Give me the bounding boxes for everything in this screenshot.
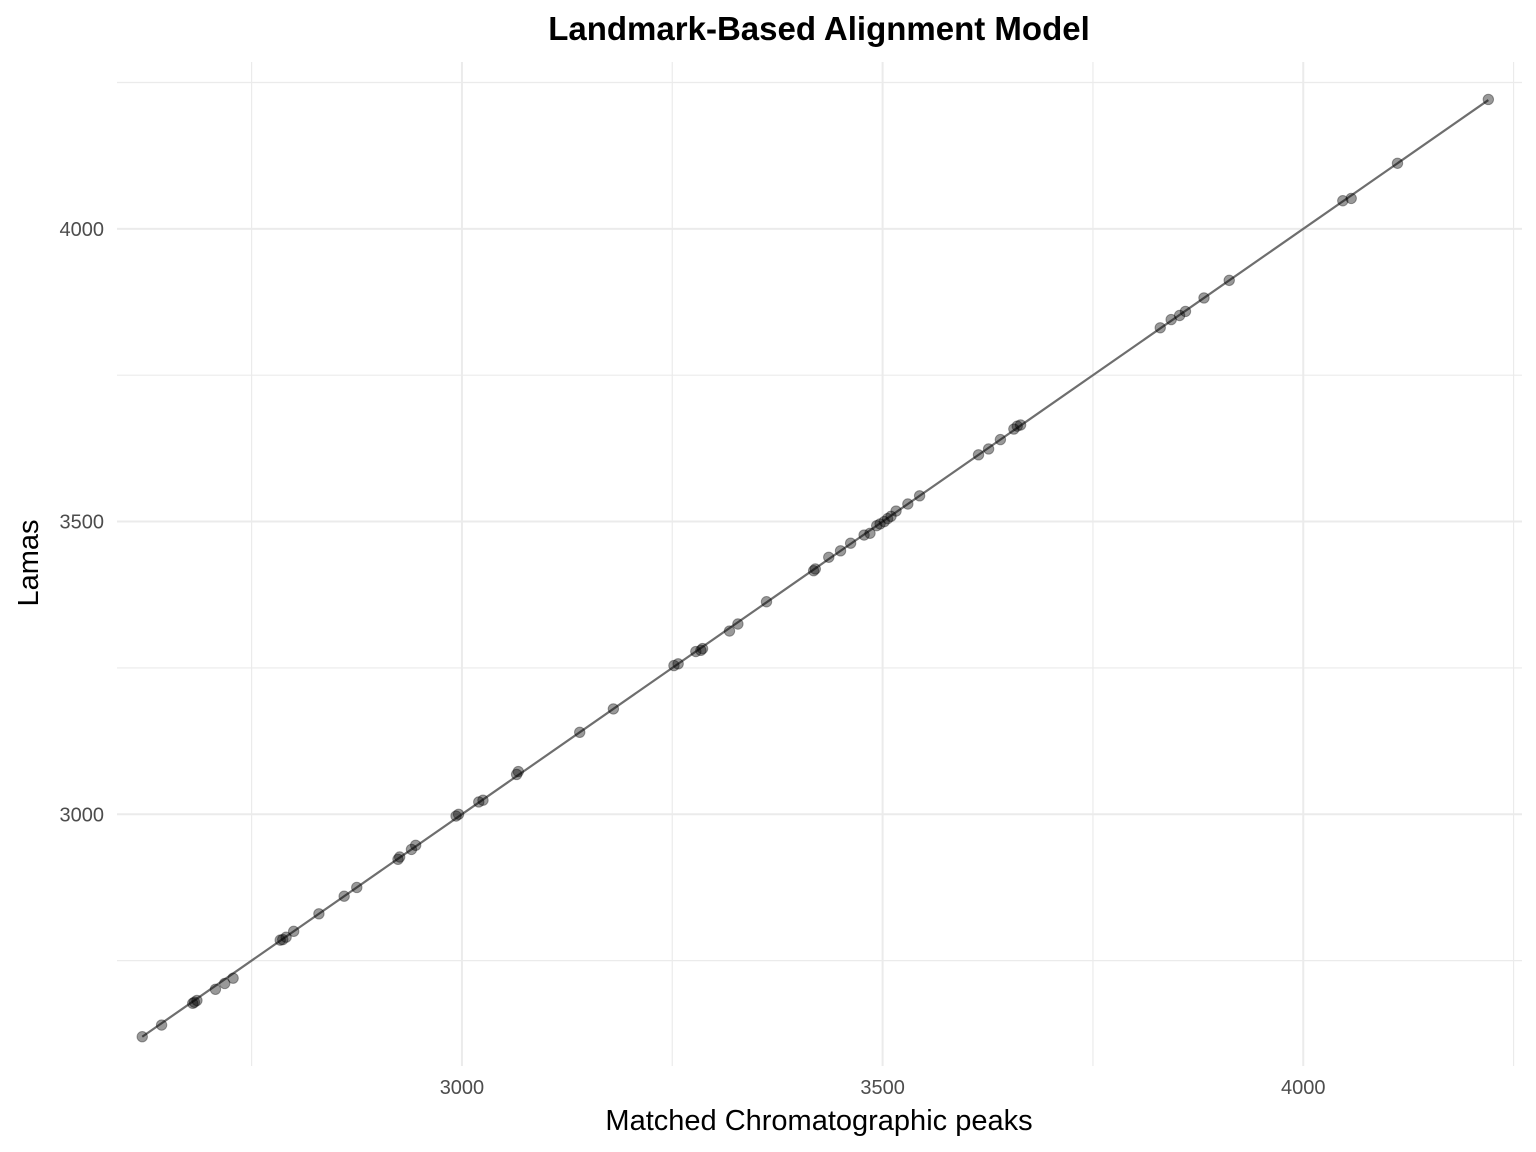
data-point <box>696 642 709 655</box>
data-point <box>191 994 203 1007</box>
data-point <box>187 997 199 1010</box>
data-point <box>218 977 231 990</box>
data-point <box>1482 93 1495 106</box>
data-point <box>878 515 890 528</box>
data-point <box>890 505 902 517</box>
y-tick-label: 3000 <box>60 804 105 826</box>
data-point <box>1223 274 1235 287</box>
data-point <box>450 810 462 822</box>
data-point <box>1008 423 1020 435</box>
data-point <box>913 490 926 502</box>
data-point <box>1173 309 1186 322</box>
data-point <box>136 1031 148 1043</box>
data-point <box>807 565 820 577</box>
data-point <box>982 443 995 455</box>
y-tick-label: 3500 <box>60 512 105 534</box>
data-point <box>844 537 857 549</box>
x-tick-label: 3500 <box>860 1077 905 1099</box>
data-point <box>1198 292 1210 304</box>
data-point <box>1337 195 1349 207</box>
data-point <box>274 934 286 946</box>
data-point <box>1014 419 1027 431</box>
data-point <box>188 996 201 1008</box>
data-point <box>1345 192 1357 205</box>
tick-labels: 3000 3500 4000 3000 3500 4000 <box>60 219 1326 1099</box>
data-point <box>871 519 883 532</box>
data-point <box>834 545 847 557</box>
x-tick-label: 3000 <box>440 1077 485 1099</box>
data-point <box>672 658 684 670</box>
data-point <box>452 808 465 820</box>
data-point <box>473 796 485 808</box>
data-point <box>313 908 325 920</box>
data-point <box>393 851 406 863</box>
data-point <box>512 765 525 778</box>
y-tick-label: 4000 <box>60 219 105 241</box>
chart-title: Landmark-Based Alignment Model <box>548 10 1090 47</box>
data-point <box>1391 157 1404 169</box>
data-point <box>1154 322 1166 334</box>
data-points <box>136 93 1495 1043</box>
data-point <box>155 1019 168 1031</box>
data-point <box>351 881 363 894</box>
data-point <box>607 703 620 715</box>
data-point <box>994 433 1007 446</box>
data-point <box>881 512 894 525</box>
data-point <box>690 645 702 658</box>
data-point <box>409 839 422 851</box>
data-point <box>1165 313 1177 326</box>
data-point <box>1011 420 1023 432</box>
data-point <box>510 768 523 781</box>
x-axis-title: Matched Chromatographic peaks <box>605 1105 1032 1137</box>
data-point <box>858 529 870 541</box>
data-point <box>477 794 489 806</box>
data-point <box>227 972 239 984</box>
data-point <box>732 618 744 630</box>
data-point <box>277 933 289 946</box>
data-point <box>885 510 897 522</box>
data-point <box>874 518 886 530</box>
data-point <box>723 625 736 637</box>
data-point <box>338 890 350 902</box>
data-point <box>405 843 418 856</box>
data-point <box>864 527 876 539</box>
data-point <box>1179 305 1192 318</box>
data-point <box>972 449 985 461</box>
data-point <box>209 983 222 996</box>
data-point <box>280 931 292 943</box>
data-point <box>902 498 914 510</box>
data-point <box>695 644 707 657</box>
x-tick-label: 4000 <box>1281 1077 1326 1099</box>
data-point <box>823 551 835 563</box>
data-point <box>574 726 586 739</box>
fit-line-layer <box>141 99 1489 1038</box>
data-point <box>668 659 680 672</box>
data-point <box>760 596 773 608</box>
data-point <box>809 563 821 575</box>
data-point <box>392 853 404 866</box>
data-point <box>287 925 300 938</box>
grid <box>117 62 1522 1066</box>
fit-line <box>141 99 1489 1038</box>
y-axis-title: Lamas <box>13 519 45 606</box>
